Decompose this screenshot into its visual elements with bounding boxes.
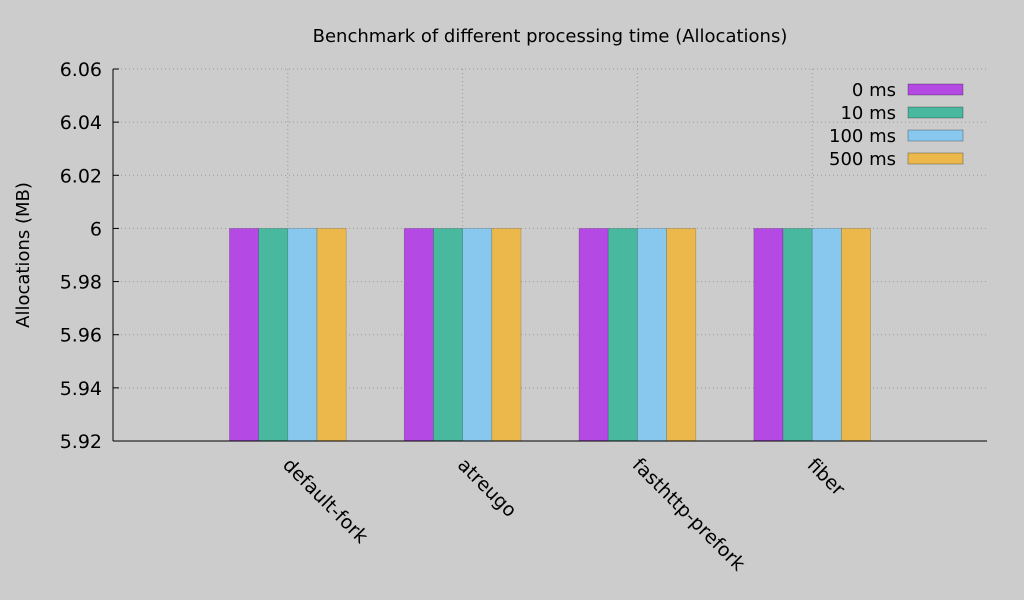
legend-swatch [907,83,964,96]
x-tick-label: fasthttp-prefork [628,454,749,575]
bar [258,228,289,442]
x-tick-labels: default-fork atreugo fasthttp-prefork fiber [278,454,849,575]
y-tick-label: 5.98 [60,272,102,294]
bar [229,228,259,442]
x-tick-label: default-fork [278,454,372,548]
legend-swatch [907,152,964,165]
bar [637,228,667,442]
bar [403,228,434,442]
y-tick-label: 5.96 [60,325,102,347]
legend-swatch [907,106,964,119]
y-tick-label: 5.92 [60,431,102,453]
y-tick-label: 6.06 [60,59,102,81]
bar [841,228,871,442]
legend-label: 100 ms [829,126,896,147]
bar [607,228,638,442]
y-axis-label: Allocations (MB) [13,182,34,328]
bar [782,228,813,442]
y-tick-label: 5.94 [60,378,102,400]
chart-title: Benchmark of different processing time (… [313,26,788,47]
bar [491,228,522,442]
legend-label: 500 ms [829,149,896,170]
x-tick-label: fiber [803,454,849,500]
legend-label: 0 ms [852,80,896,101]
bar [462,228,493,442]
y-tick-label: 6.02 [60,165,102,187]
y-tick-labels: 5.92 5.94 5.96 5.98 6 6.02 6.04 6.06 [60,59,102,453]
bar [753,228,784,442]
bar [316,228,347,442]
bar [666,228,697,442]
x-tick-label: atreugo [453,454,521,522]
bar [578,228,609,442]
bar [433,228,463,442]
legend-swatch [907,129,964,142]
bar [287,228,318,442]
bar [811,228,842,442]
bars [229,228,871,442]
y-tick-label: 6.04 [60,112,102,134]
legend-label: 10 ms [840,103,896,124]
y-tick-label: 6 [90,218,102,240]
axes [112,68,987,442]
